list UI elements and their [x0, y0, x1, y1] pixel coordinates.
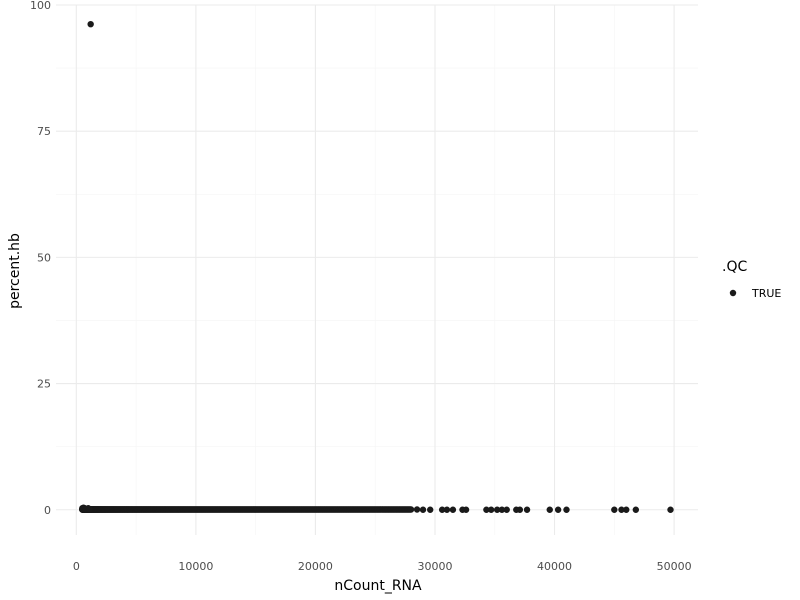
data-point — [443, 506, 451, 513]
data-point — [462, 506, 470, 513]
legend: .QC TRUE — [722, 259, 781, 300]
x-axis-title: nCount_RNA — [334, 578, 422, 594]
y-tick-label: 100 — [30, 0, 51, 12]
y-tick-label: 25 — [37, 378, 51, 391]
data-point — [554, 506, 562, 513]
data-point — [523, 506, 531, 513]
legend-key-point — [729, 289, 737, 297]
data-point — [632, 506, 640, 513]
data-point — [86, 506, 93, 513]
legend-title: .QC — [722, 259, 747, 275]
y-tick-label: 75 — [37, 125, 51, 138]
data-point — [487, 506, 495, 513]
x-tick-label: 0 — [73, 560, 80, 573]
y-tick-label: 0 — [44, 504, 51, 517]
data-point — [427, 506, 434, 513]
data-point — [419, 506, 427, 513]
x-tick-label: 10000 — [178, 560, 213, 573]
data-point — [493, 506, 501, 513]
x-tick-label: 40000 — [537, 560, 572, 573]
x-tick-label: 20000 — [298, 560, 333, 573]
data-point — [498, 506, 506, 513]
data-point — [413, 506, 421, 513]
legend-label-true: TRUE — [751, 287, 781, 300]
data-point — [623, 506, 630, 513]
data-point — [483, 506, 490, 513]
data-point — [407, 506, 415, 513]
x-tick-label: 50000 — [657, 560, 692, 573]
data-point — [438, 506, 446, 513]
data-point — [618, 506, 625, 513]
data-point — [563, 506, 570, 513]
y-axis-title: percent.hb — [7, 233, 23, 309]
data-point — [667, 506, 674, 513]
data-points — [79, 20, 674, 513]
data-point — [449, 506, 457, 513]
data-point — [516, 506, 524, 513]
data-point — [87, 20, 94, 28]
grid-lines — [56, 4, 698, 535]
tick-labels: 0 10000 20000 30000 40000 50000 0 25 50 75 100 — [30, 0, 692, 573]
y-tick-label: 50 — [37, 251, 51, 264]
x-tick-label: 30000 — [417, 560, 452, 573]
data-point — [503, 506, 510, 513]
data-point — [611, 506, 618, 513]
data-point — [546, 506, 553, 513]
